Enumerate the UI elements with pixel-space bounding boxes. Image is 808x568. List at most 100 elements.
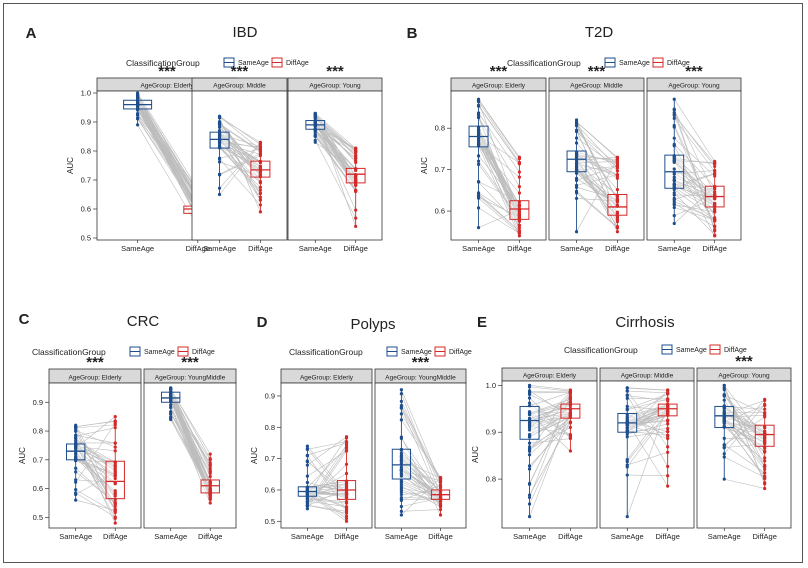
sameage-point [399,403,403,408]
pair-line [724,418,765,467]
y-tick-label-0-1: 0.6 [81,205,91,214]
sameage-point [574,230,579,234]
sameage-point [574,196,579,201]
sameage-point [476,111,481,115]
diffage-point [517,212,522,216]
diffage-point [113,504,117,508]
pair-line [170,388,211,482]
pair-line [219,132,261,168]
sameage-point [722,452,726,456]
x-tick-label-sameage-3-0: SameAge [291,532,324,541]
pair-line [401,413,441,480]
pair-line [307,445,347,494]
legend-label-diff-2: DiffAge [192,349,215,356]
x-tick-label-diffage-1-0: DiffAge [507,244,531,253]
diffage-point [354,168,358,172]
diffage-point [208,474,212,479]
pair-line [674,189,715,220]
diffage-point [113,466,117,470]
pair-line [75,421,116,427]
sameage-point [217,125,222,129]
pair-line [307,492,347,519]
sameage-point [722,436,726,440]
pair-line [529,403,571,416]
diffage-point [113,509,117,513]
diffage-point [713,204,717,209]
sameage-point [399,471,403,475]
pair-line [219,146,261,194]
pair-line [307,455,347,510]
pair-line [75,456,116,491]
sameage-point [625,435,629,439]
facet-strip-label-0-2: AgeGroup: Young [309,83,361,90]
pair-line [627,420,668,425]
diffage-point [113,441,117,445]
pair-line [576,156,618,229]
sameage-point [399,388,403,392]
significance-stars-3-1: *** [412,354,430,371]
facet-strip-label-1-0: AgeGroup: Elderly [472,83,526,90]
pair-line [478,197,520,234]
points-4-1 [625,386,670,519]
pair-line [478,129,520,221]
sameage-point [527,401,532,405]
significance-stars-2-1: *** [181,354,199,371]
diffage-point [763,411,767,415]
pair-line [529,392,571,394]
facet-strip-label-0-1: AgeGroup: Middle [213,83,266,90]
pair-line [478,116,520,187]
diffage-point [344,445,349,449]
diffage-point [763,456,767,460]
diffage-point [615,155,620,160]
pair-line [627,414,668,429]
sameage-point [476,191,481,195]
sameage-point [574,118,579,122]
sameage-point [74,498,78,502]
pair-line [529,415,571,424]
sameage-point [136,123,140,127]
x-tick-label-diffage-2-1: DiffAge [198,532,222,541]
pair-line [627,398,668,400]
pair-line [478,192,520,220]
pair-line [724,418,765,470]
panel-area-0-2 [287,90,383,241]
pair-line [478,99,520,158]
pair-line [723,385,765,485]
diffage-point [713,208,717,212]
pair-line [75,424,116,429]
y-tick-label-2-4: 0.9 [33,398,43,407]
diffage-point [258,203,262,207]
pair-line [724,413,765,436]
y-tick-label-3-1: 0.6 [265,485,275,494]
diffage-point [438,497,443,501]
pair-line [307,480,347,488]
sameage-point [217,172,222,176]
sameage-point [527,447,532,451]
diffage-point [666,450,670,454]
pair-line [674,137,715,177]
diffage-point [258,170,262,174]
pair-line [529,401,571,414]
diffage-point [208,469,212,473]
sameage-point [672,205,676,210]
diffage-point [713,190,717,194]
diffage-point [208,501,212,505]
x-tick-label-sameage-3-1: SameAge [385,532,418,541]
sameage-point [74,488,78,492]
sameage-point [722,383,726,387]
pair-line [724,406,765,410]
pair-line [401,389,441,483]
pair-line [307,491,347,497]
diffage-point [258,148,262,152]
sameage-point [625,386,629,390]
diffage-point [438,507,443,512]
panel-area-1-0 [450,90,547,241]
pair-lines-4-2 [723,385,765,489]
y-tick-label-0-4: 0.9 [81,118,91,127]
x-tick-label-sameage-0-2: SameAge [299,244,332,253]
diffage-point [438,503,443,507]
diffage-point [344,495,349,499]
pair-line [724,456,765,478]
sameage-point [722,445,726,449]
pair-line [576,155,618,214]
